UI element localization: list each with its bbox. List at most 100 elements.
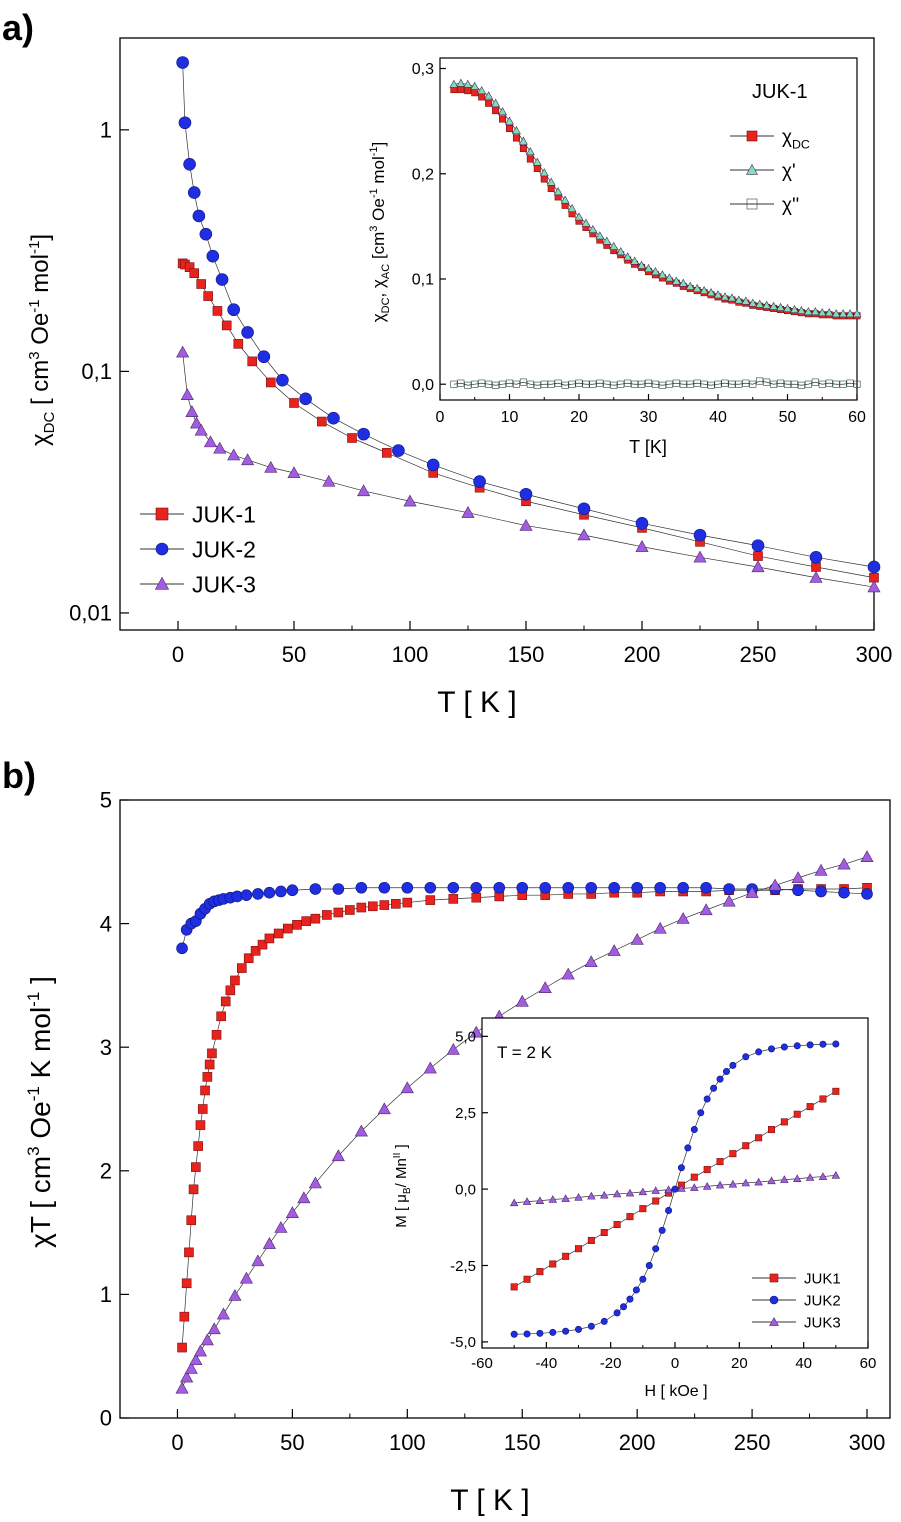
inset-a-point-1-44 <box>755 299 765 308</box>
panel-a-point-0-7 <box>221 320 232 331</box>
panel-b-point-0-22 <box>257 939 268 950</box>
panel-a-point-0-13 <box>347 433 357 443</box>
inset-a-x-axis-label: T [K] <box>629 437 667 457</box>
inset-a-point-1-32 <box>671 276 681 285</box>
panel-b-point-1-12 <box>240 889 253 901</box>
inset-b-point-2-22 <box>792 1174 802 1183</box>
inset-a-point-1-2 <box>463 79 473 88</box>
panel-a-point-1-10 <box>257 350 271 364</box>
inset-a-point-2-48 <box>783 380 791 388</box>
inset-b-point-1-31 <box>793 1042 801 1050</box>
inset-b-point-0-6 <box>587 1236 595 1244</box>
panel-a-point-2-2 <box>185 405 199 417</box>
panel-b-point-2-20 <box>423 1061 437 1074</box>
panel-b-ytick-label: 0 <box>100 1406 112 1431</box>
panel-b-point-0-2 <box>181 1278 192 1289</box>
inset-b-point-2-7 <box>599 1190 609 1199</box>
inset-b-point-0-24 <box>819 1095 827 1103</box>
inset-a-point-2-16 <box>561 381 569 389</box>
panel-b-point-0-1 <box>179 1311 190 1322</box>
inset-a-series-line-2 <box>453 380 858 386</box>
inset-a-point-1-13 <box>539 168 549 177</box>
inset-a-point-1-24 <box>616 247 626 256</box>
panel-b-frame <box>119 799 891 1419</box>
panel-b-point-0-13 <box>207 1048 217 1059</box>
panel-b-point-2-29 <box>630 933 644 945</box>
inset-a-point-2-7 <box>499 380 507 388</box>
inset-a-point-1-58 <box>852 309 862 318</box>
panel-a-point-2-7 <box>227 448 241 461</box>
inset-b-point-2-20 <box>767 1176 776 1185</box>
inset-a-point-2-27 <box>638 380 646 388</box>
panel-a-point-1-24 <box>867 560 881 574</box>
panel-b-point-0-12 <box>204 1059 215 1070</box>
panel-a-point-0-21 <box>753 551 763 561</box>
panel-a-point-1-22 <box>751 539 765 552</box>
inset-b-xtick-label: -60 <box>471 1355 493 1372</box>
inset-b-point-2-3 <box>548 1195 558 1203</box>
inset-b-point-1-26 <box>729 1061 737 1069</box>
inset-b-point-0-16 <box>716 1158 724 1166</box>
panel-b-point-1-15 <box>275 885 287 898</box>
inset-a-point-1-33 <box>678 278 688 287</box>
inset-a-point-2-31 <box>665 380 673 388</box>
inset-b-xtick-label: 0 <box>671 1355 679 1372</box>
inset-b-point-2-23 <box>805 1173 815 1181</box>
panel-b-point-1-22 <box>424 881 437 894</box>
inset-b-point-0-9 <box>626 1213 634 1221</box>
inset-a-point-1-28 <box>644 263 653 272</box>
inset-a-point-1-4 <box>477 86 487 95</box>
inset-a-point-1-29 <box>650 267 660 276</box>
inset-a-point-1-36 <box>699 285 709 295</box>
inset-b-point-0-7 <box>600 1229 608 1237</box>
panel-b-point-2-35 <box>768 878 782 891</box>
inset-a-point-1-20 <box>588 224 598 233</box>
panel-b-point-0-4 <box>186 1215 197 1226</box>
panel-b-point-1-18 <box>332 883 345 895</box>
panel-a-y-axis-label: χDC [ cm3 Oe-1 mol-1] <box>26 234 58 446</box>
panel-a-point-1-17 <box>473 475 486 488</box>
panel-b-inset: -60 -40 -20 0 20 40 60 -5,0 -2,5 0,0 2,5 5,0 H [ k… <box>392 1017 876 1400</box>
panel-a-point-1-3 <box>187 186 201 199</box>
panel-b-point-2-33 <box>722 894 736 907</box>
inset-b-xtick-label: -40 <box>535 1355 557 1372</box>
inset-b-point-0-19 <box>755 1134 763 1142</box>
panel-b-point-0-20 <box>243 953 254 964</box>
panel-b-point-0-9 <box>197 1104 208 1114</box>
inset-a-point-2-6 <box>492 381 500 389</box>
panel-a-point-0-3 <box>189 268 200 278</box>
panel-b-point-0-35 <box>391 899 401 909</box>
inset-a-point-2-57 <box>846 379 854 387</box>
inset-b-point-1-28 <box>755 1048 763 1056</box>
inset-a-legend-label-1: χ' <box>782 161 796 182</box>
panel-b-point-0-31 <box>345 905 355 915</box>
inset-b-point-0-4 <box>562 1252 570 1260</box>
panel-b-series-line-2 <box>181 856 868 1389</box>
inset-b-point-2-13 <box>677 1184 686 1192</box>
inset-b-point-2-15 <box>702 1182 712 1190</box>
panel-b-point-2-3 <box>189 1353 203 1366</box>
inset-a-title: JUK-1 <box>752 81 808 103</box>
inset-a-legend-marker-1 <box>745 163 759 175</box>
inset-b-point-2-19 <box>754 1177 763 1186</box>
inset-b-point-0-25 <box>832 1087 840 1095</box>
panel-a-point-1-19 <box>577 502 591 516</box>
inset-a-point-2-17 <box>568 380 576 388</box>
inset-b-point-1-33 <box>819 1040 827 1048</box>
inset-a-point-2-46 <box>770 380 778 388</box>
inset-a-point-1-18 <box>574 212 584 221</box>
panel-b-ytick-label: 2 <box>100 1159 112 1184</box>
panel-b-point-0-17 <box>225 985 236 996</box>
inset-a-point-0-2 <box>464 87 472 95</box>
panel-b-point-2-18 <box>377 1102 391 1115</box>
panel-b-point-2-12 <box>274 1220 288 1233</box>
panel-b-x-axis-label: T [ K ] <box>450 1484 529 1517</box>
panel-a-point-2-13 <box>403 494 417 507</box>
inset-a-point-1-34 <box>685 281 695 290</box>
inset-b-point-1-29 <box>767 1045 775 1053</box>
inset-b-point-0-1 <box>523 1275 531 1283</box>
inset-a-point-0-7 <box>499 115 507 123</box>
panel-a-ytick-label: 0,1 <box>81 359 112 384</box>
panel-b-point-2-15 <box>308 1176 322 1189</box>
